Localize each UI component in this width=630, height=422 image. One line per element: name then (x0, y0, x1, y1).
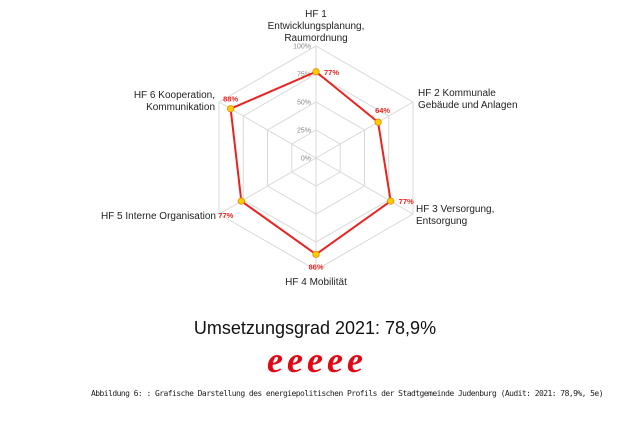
axis-label: HF 6 Kooperation, Kommunikation (134, 90, 215, 113)
grid-spoke (218, 157, 317, 215)
grid-spoke (218, 101, 317, 159)
axis-label-line: Entsorgung (416, 216, 467, 227)
axis-label-line: Entwicklungsplanung, (268, 21, 365, 32)
axis-label-line: HF 1 (305, 9, 327, 20)
axis-label-line: HF 5 Interne Organisation (101, 211, 216, 222)
axis-label-line: Raumordnung (284, 33, 347, 44)
axis-label: HF 1 Entwicklungsplanung, Raumordnung (268, 9, 365, 44)
axis-label-line: HF 2 Kommunale (418, 88, 496, 99)
data-point (227, 105, 235, 113)
axis-label: HF 5 Interne Organisation (101, 211, 216, 222)
data-label: 77% (218, 211, 233, 220)
data-point (312, 250, 320, 258)
axis-label-line: HF 6 Kooperation, (134, 90, 215, 101)
axis-label: HF 2 Kommunale Gebäude und Anlagen (418, 88, 518, 111)
data-label: 77% (324, 68, 339, 77)
tick-label: 25% (297, 128, 311, 135)
data-label: 77% (399, 197, 414, 206)
axis-label: HF 3 Versorgung, Entsorgung (416, 204, 494, 227)
e-award-icon: e (326, 340, 343, 380)
data-point (374, 118, 382, 126)
tick-label: 100% (293, 44, 311, 51)
axis-label-line: HF 4 Mobilität (285, 277, 347, 288)
axis-label-line: HF 3 Versorgung, (416, 204, 494, 215)
grid-spoke (315, 157, 414, 215)
tick-label: 50% (297, 100, 311, 107)
e-award-icon: e (287, 340, 303, 380)
data-label: 64% (375, 106, 390, 115)
axis-label: HF 4 Mobilität (285, 277, 347, 288)
data-point (387, 197, 395, 205)
data-label: 86% (308, 262, 323, 271)
tick-label: 0% (301, 156, 311, 163)
radar-grid (218, 45, 414, 271)
axis-labels: HF 1 Entwicklungsplanung, Raumordnung HF 2 … (101, 9, 518, 288)
grid-spoke (315, 101, 414, 159)
data-label: 88% (223, 95, 238, 104)
e-award-icon: e (267, 340, 284, 380)
data-point (237, 197, 245, 205)
axis-label-line: Gebäude und Anlagen (418, 100, 518, 111)
series-polygon: 77% 64% 77% 86% 77% 88% (218, 68, 414, 272)
data-point (312, 68, 320, 76)
tick-labels: 0% 25% 50% 75% 100% (293, 44, 311, 163)
figure-caption: Abbildung 6: : Grafische Darstellung des… (91, 389, 604, 398)
tick-label: 75% (297, 72, 311, 79)
headline-score: Umsetzungsgrad 2021: 78,9% (193, 318, 437, 338)
e-award-icon: e (307, 340, 323, 380)
axis-label-line: Kommunikation (146, 102, 215, 113)
e-award-icon: e (346, 340, 363, 380)
